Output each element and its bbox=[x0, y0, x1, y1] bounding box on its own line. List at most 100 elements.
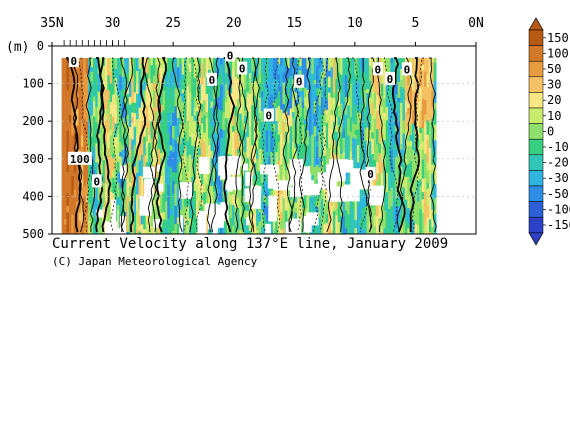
field-cell bbox=[241, 120, 245, 131]
field-cell bbox=[167, 133, 171, 141]
x-tick-label: 25 bbox=[165, 16, 181, 31]
field-cell bbox=[253, 179, 257, 193]
field-cell bbox=[167, 113, 171, 135]
field-cell bbox=[256, 159, 259, 172]
field-cell bbox=[217, 58, 221, 68]
field-cell bbox=[157, 74, 161, 82]
field-cell bbox=[409, 134, 413, 142]
field-cell bbox=[119, 75, 123, 91]
field-cell bbox=[128, 172, 132, 184]
field-cell bbox=[251, 96, 255, 106]
contour-label: 0 bbox=[375, 63, 382, 76]
field-cell bbox=[61, 115, 65, 133]
field-cell bbox=[136, 111, 139, 120]
field-cell bbox=[428, 191, 432, 204]
field-cell bbox=[263, 100, 267, 113]
field-cell bbox=[378, 173, 382, 195]
field-cell bbox=[198, 70, 202, 78]
field-cell bbox=[169, 167, 173, 190]
field-cell bbox=[385, 226, 389, 234]
field-cell bbox=[234, 58, 238, 78]
field-cell bbox=[217, 137, 221, 156]
field-cell bbox=[200, 58, 204, 64]
field-cell bbox=[138, 68, 142, 90]
field-cell bbox=[208, 162, 211, 174]
field-cell bbox=[191, 133, 195, 139]
field-cell bbox=[402, 166, 406, 176]
field-cell bbox=[364, 75, 367, 91]
field-cell bbox=[174, 140, 178, 154]
field-cell bbox=[162, 219, 166, 234]
field-cell bbox=[282, 103, 286, 114]
field-cell bbox=[172, 176, 175, 182]
field-cell bbox=[162, 184, 166, 194]
field-cell bbox=[256, 80, 259, 100]
field-cell bbox=[196, 58, 199, 70]
field-cell bbox=[304, 97, 307, 107]
field-cell bbox=[416, 138, 420, 148]
field-cell bbox=[236, 113, 240, 134]
field-cell bbox=[121, 77, 125, 90]
field-cell bbox=[121, 145, 125, 151]
field-cell bbox=[73, 172, 77, 190]
field-cell bbox=[169, 188, 173, 210]
field-cell bbox=[191, 214, 195, 234]
field-cell bbox=[220, 84, 223, 96]
colorbar-label: -20 bbox=[547, 156, 569, 170]
field-cell bbox=[64, 150, 67, 166]
field-cell bbox=[409, 146, 413, 162]
field-cell bbox=[150, 153, 154, 174]
field-cell bbox=[395, 227, 399, 234]
contour-line bbox=[313, 57, 329, 233]
field-cell bbox=[224, 187, 228, 204]
field-cell bbox=[188, 92, 192, 112]
field-cell bbox=[181, 205, 185, 219]
field-cell bbox=[361, 190, 365, 197]
field-cell bbox=[368, 66, 372, 82]
field-cell bbox=[229, 217, 233, 234]
field-cell bbox=[400, 102, 403, 124]
field-cell bbox=[136, 93, 139, 113]
field-cell bbox=[292, 207, 295, 220]
field-cell bbox=[258, 58, 262, 75]
field-cell bbox=[270, 145, 274, 153]
contour-line bbox=[429, 57, 437, 233]
field-cell bbox=[92, 215, 96, 226]
field-cell bbox=[121, 132, 125, 138]
field-cell bbox=[188, 125, 192, 138]
field-cell bbox=[433, 102, 437, 110]
field-cell bbox=[162, 143, 166, 151]
field-cell bbox=[248, 152, 252, 159]
field-cell bbox=[308, 197, 312, 212]
field-cell bbox=[167, 156, 171, 167]
contour-line bbox=[409, 57, 420, 233]
field-cell bbox=[280, 103, 283, 110]
field-cell bbox=[224, 101, 228, 119]
field-cell bbox=[200, 200, 204, 206]
field-cell bbox=[186, 205, 190, 221]
field-cell bbox=[164, 96, 168, 117]
field-cell bbox=[66, 206, 70, 213]
field-cell bbox=[306, 89, 310, 110]
field-cell bbox=[251, 104, 255, 125]
field-cell bbox=[304, 186, 307, 209]
field-cell bbox=[414, 204, 418, 220]
field-cell bbox=[431, 90, 435, 108]
field-cell bbox=[167, 165, 171, 185]
field-cell bbox=[220, 138, 223, 159]
field-cell bbox=[85, 167, 89, 183]
field-cell bbox=[97, 74, 101, 93]
field-cell bbox=[260, 194, 264, 202]
field-cell bbox=[83, 87, 87, 108]
colorbar-swatch bbox=[528, 123, 544, 140]
field-cell bbox=[287, 99, 291, 116]
field-cell bbox=[239, 140, 243, 154]
field-cell bbox=[181, 58, 185, 75]
field-cell bbox=[376, 162, 379, 175]
field-cell bbox=[376, 58, 379, 65]
field-cell bbox=[138, 184, 142, 199]
field-cell bbox=[71, 135, 75, 144]
field-cell bbox=[193, 78, 197, 98]
missing-data bbox=[153, 219, 162, 228]
field-cell bbox=[289, 147, 293, 163]
